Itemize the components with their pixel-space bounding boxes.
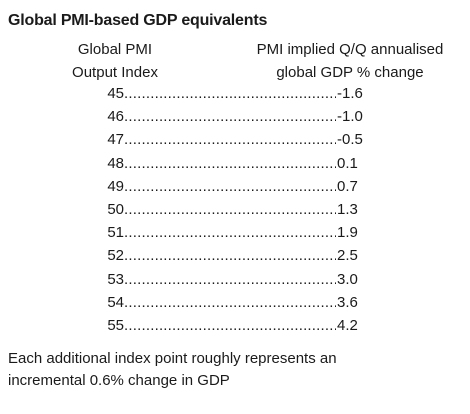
pmi-index: 54 [107, 293, 124, 311]
table-row: 53 .....................................… [0, 268, 470, 291]
gdp-change: -1.0 [337, 108, 363, 126]
dot-leader: ........................................… [124, 154, 336, 172]
page-title: Global PMI-based GDP equivalents [8, 12, 268, 29]
column-header-pmi-line-1: Global PMI [77, 41, 153, 58]
column-header-pmi-line-2: Output Index [72, 64, 158, 81]
dot-leader: ........................................… [124, 131, 336, 149]
column-header-gdp: PMI implied Q/Q annualised global GDP % … [240, 38, 460, 84]
pmi-index: 55 [107, 316, 124, 334]
pmi-index: 46 [107, 108, 124, 126]
gdp-change: -0.5 [337, 131, 363, 149]
table-row: 49 .....................................… [0, 175, 470, 198]
pmi-index: 50 [107, 200, 124, 218]
gdp-change: 0.7 [337, 177, 358, 195]
table-row: 47 .....................................… [0, 128, 470, 151]
table-row: 48 .....................................… [0, 152, 470, 175]
table-row: 46 .....................................… [0, 105, 470, 128]
gdp-change: 2.5 [337, 247, 358, 265]
gdp-change: 4.2 [337, 316, 358, 334]
column-header-pmi: Global PMI Output Index [40, 38, 190, 84]
dot-leader: ........................................… [124, 316, 336, 334]
gdp-change: 0.1 [337, 154, 358, 172]
column-header-gdp-line-2: global GDP % change [276, 64, 424, 81]
pmi-index: 52 [107, 247, 124, 265]
table-row: 55 .....................................… [0, 314, 470, 337]
dot-leader: ........................................… [124, 85, 336, 102]
footnote-line-1: Each additional index point roughly repr… [8, 350, 337, 367]
gdp-change: 3.0 [337, 270, 358, 288]
pmi-index: 51 [107, 224, 124, 242]
dot-leader: ........................................… [124, 293, 336, 311]
pmi-index: 47 [107, 131, 124, 149]
pmi-index: 45 [107, 85, 124, 102]
dot-leader: ........................................… [124, 108, 336, 126]
dot-leader: ........................................… [124, 177, 336, 195]
gdp-change: -1.6 [337, 85, 363, 102]
table-row: 54 .....................................… [0, 291, 470, 314]
footnote-line-2: incremental 0.6% change in GDP [8, 372, 230, 389]
dot-leader: ........................................… [124, 247, 336, 265]
table-row: 52 .....................................… [0, 244, 470, 267]
equivalents-table: 45 .....................................… [0, 82, 470, 337]
footnote: Each additional index point roughly repr… [8, 348, 463, 392]
table-row: 51 .....................................… [0, 221, 470, 244]
dot-leader: ........................................… [124, 224, 336, 242]
gdp-change: 1.3 [337, 200, 358, 218]
pmi-index: 53 [107, 270, 124, 288]
dot-leader: ........................................… [124, 200, 336, 218]
gdp-change: 3.6 [337, 293, 358, 311]
table-row: 45 .....................................… [0, 82, 470, 105]
column-header-gdp-line-1: PMI implied Q/Q annualised [256, 41, 444, 58]
gdp-change: 1.9 [337, 224, 358, 242]
pmi-index: 49 [107, 177, 124, 195]
dot-leader: ........................................… [124, 270, 336, 288]
table-row: 50 .....................................… [0, 198, 470, 221]
pmi-index: 48 [107, 154, 124, 172]
